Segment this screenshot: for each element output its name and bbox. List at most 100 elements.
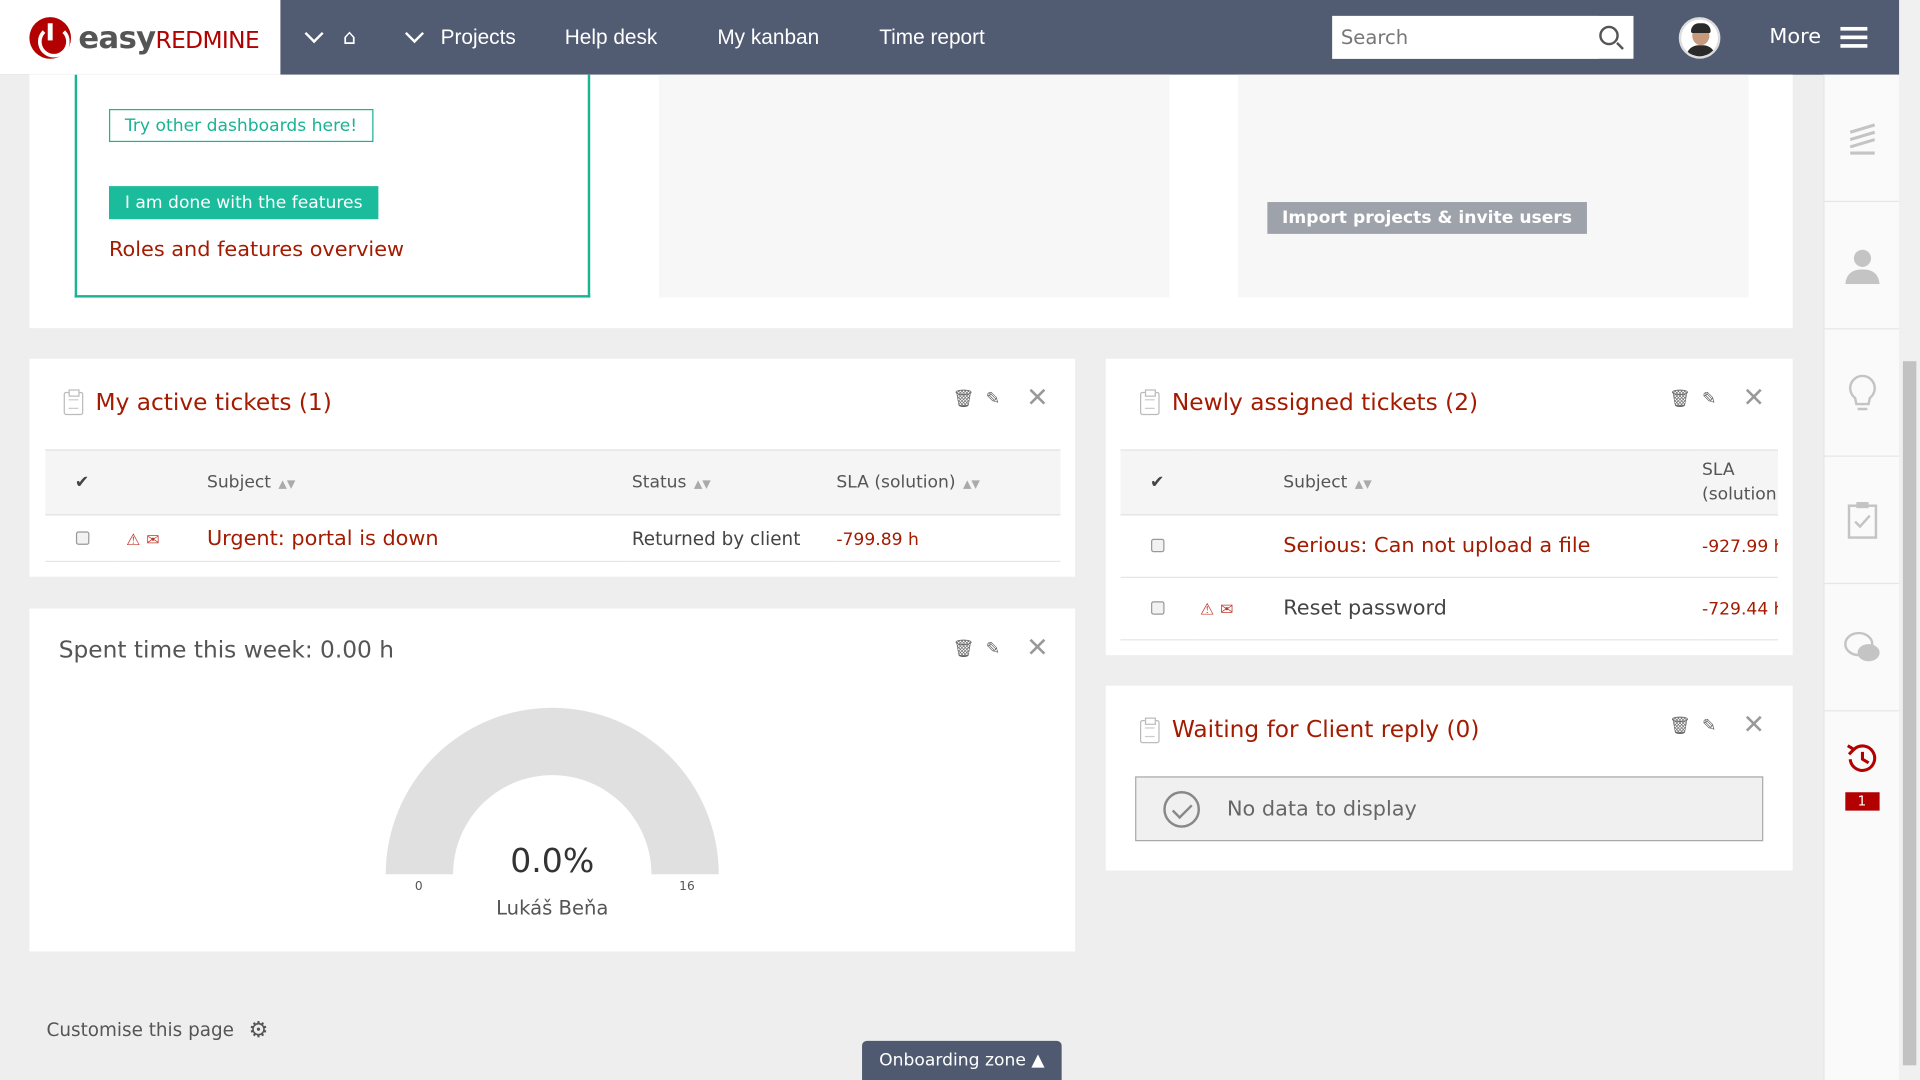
- lightbulb-icon: [1848, 374, 1876, 410]
- rail-item-tasks[interactable]: [1824, 457, 1900, 585]
- mail-icon: ✉: [1220, 601, 1234, 620]
- nav-projects[interactable]: Projects: [404, 24, 516, 49]
- gauge-min-label: 0: [415, 879, 423, 893]
- ticket-subject-link[interactable]: Serious: Can not upload a file: [1283, 533, 1591, 559]
- select-all-check[interactable]: ✔: [45, 449, 119, 516]
- waiting-client-reply-module: Waiting for Client reply (0) 🗑 ✎ ✕ No da…: [1105, 685, 1793, 871]
- chevron-down-icon: [404, 24, 424, 44]
- tickets-table-wrapper: ✔ Subject ▲▼ SLA (solution) Serious: Can …: [1120, 449, 1778, 641]
- nav-my-kanban[interactable]: My kanban: [717, 25, 819, 49]
- chat-bubbles-icon: [1843, 631, 1879, 661]
- clipboard-icon: [63, 389, 84, 416]
- newly-assigned-tickets-module: Newly assigned tickets (2) 🗑 ✎ ✕ ✔ Subje…: [1105, 358, 1793, 656]
- scrollbar-thumb[interactable]: [1902, 361, 1917, 1066]
- mail-icon: ✉: [146, 530, 160, 550]
- select-all-check[interactable]: ✔: [1120, 449, 1194, 516]
- nav-controls: ⌂: [304, 24, 357, 50]
- done-features-button[interactable]: I am done with the features: [108, 186, 379, 220]
- warning-icon: ⚠: [126, 530, 141, 550]
- pencil-icon[interactable]: ✎: [1702, 716, 1717, 736]
- try-dashboards-button[interactable]: Try other dashboards here!: [108, 108, 374, 143]
- pencil-icon[interactable]: ✎: [985, 639, 1001, 659]
- table-header-row: ✔ Subject ▲▼ SLA (solution): [1120, 449, 1778, 516]
- trash-icon[interactable]: 🗑: [952, 389, 975, 409]
- table-row: Serious: Can not upload a file -927.99 h: [1120, 514, 1778, 578]
- onboarding-box: Try other dashboards here! I am done wit…: [74, 74, 591, 298]
- column-sla[interactable]: SLA (solution) ▲▼: [836, 449, 1061, 516]
- ticket-sla: -729.44 h: [1702, 600, 1778, 620]
- sort-icon: ▲▼: [962, 478, 980, 492]
- gauge-user-name: Lukáš Beňa: [496, 896, 609, 920]
- more-menu[interactable]: More: [1769, 24, 1868, 49]
- rail-item-ideas[interactable]: [1824, 329, 1900, 457]
- right-sidebar-rail: 1: [1823, 74, 1900, 1080]
- table-header-row: ✔ Subject ▲▼ Status ▲▼ SLA (solution) ▲▼: [45, 449, 1061, 516]
- column-status[interactable]: Status ▲▼: [631, 449, 837, 516]
- check-circle-icon: [1163, 790, 1201, 828]
- close-icon[interactable]: ✕: [1026, 383, 1049, 414]
- more-label: More: [1769, 24, 1822, 49]
- row-checkbox[interactable]: [75, 530, 89, 545]
- ticket-subject-link[interactable]: Urgent: portal is down: [206, 525, 439, 551]
- rail-item-activity[interactable]: [1824, 75, 1900, 203]
- onboarding-zone-toggle[interactable]: Onboarding zone ▲: [862, 1040, 1062, 1080]
- onboarding-card-right: Import projects & invite users: [1237, 74, 1749, 298]
- spent-time-gauge: 0.0% 0 16: [385, 707, 719, 893]
- trash-icon[interactable]: 🗑: [1668, 716, 1691, 736]
- roles-features-link[interactable]: Roles and features overview: [108, 237, 405, 263]
- row-checkbox[interactable]: [1150, 538, 1164, 553]
- close-icon[interactable]: ✕: [1026, 633, 1049, 664]
- import-projects-button[interactable]: Import projects & invite users: [1267, 202, 1587, 234]
- nav-time-report[interactable]: Time report: [879, 25, 985, 49]
- sort-icon: ▲▼: [693, 478, 711, 492]
- search-input[interactable]: [1332, 15, 1600, 59]
- row-checkbox[interactable]: [1150, 601, 1164, 615]
- rail-item-chat[interactable]: [1824, 584, 1900, 712]
- page-scrollbar[interactable]: [1899, 0, 1920, 1080]
- pencil-icon[interactable]: ✎: [985, 389, 1001, 409]
- home-icon[interactable]: ⌂: [342, 25, 357, 50]
- gear-icon[interactable]: ⚙: [248, 1017, 269, 1044]
- module-title[interactable]: Newly assigned tickets (2): [1171, 389, 1479, 417]
- my-active-tickets-module: My active tickets (1) 🗑 ✎ ✕ ✔ Subject ▲▼ …: [29, 358, 1076, 577]
- hamburger-menu-icon: [1840, 26, 1868, 48]
- customise-page-link[interactable]: Customise this page: [46, 1018, 234, 1041]
- no-data-text: No data to display: [1226, 796, 1417, 822]
- module-title[interactable]: Waiting for Client reply (0): [1171, 716, 1480, 744]
- logo-main-text: easy: [78, 19, 156, 56]
- search-box: [1332, 15, 1634, 59]
- logo[interactable]: easyREDMINE: [0, 0, 281, 75]
- module-title[interactable]: My active tickets (1): [95, 389, 332, 417]
- table-row: ⚠ ✉ Reset password -729.44 h: [1120, 577, 1778, 641]
- chevron-down-icon[interactable]: [304, 24, 324, 44]
- trash-icon[interactable]: 🗑: [952, 639, 975, 659]
- ticket-sla: -799.89 h: [836, 529, 919, 550]
- warning-icon: ⚠: [1200, 601, 1215, 620]
- ticket-subject-link[interactable]: Reset password: [1283, 596, 1447, 621]
- search-icon[interactable]: [1599, 25, 1619, 45]
- onboarding-card-middle: [658, 74, 1170, 298]
- gauge-value: 0.0%: [510, 841, 594, 880]
- close-icon[interactable]: ✕: [1742, 383, 1766, 414]
- column-subject[interactable]: Subject ▲▼: [206, 449, 632, 516]
- tickets-table: ✔ Subject ▲▼ Status ▲▼ SLA (solution) ▲▼ ⚠ …: [45, 449, 1061, 563]
- onboarding-panel: Try other dashboards here! I am done wit…: [29, 74, 1793, 329]
- nav-help-desk[interactable]: Help desk: [565, 25, 658, 49]
- tickets-table: ✔ Subject ▲▼ SLA (solution) Serious: Can …: [1120, 449, 1778, 641]
- rail-item-recent[interactable]: 1: [1825, 711, 1900, 838]
- top-navigation-bar: easyREDMINE ⌂ Projects Help desk My kanb…: [0, 0, 1900, 75]
- column-subject[interactable]: Subject ▲▼: [1283, 449, 1703, 516]
- close-icon[interactable]: ✕: [1742, 710, 1766, 741]
- trash-icon[interactable]: 🗑: [1668, 389, 1691, 409]
- stack-icon: [1849, 122, 1875, 154]
- pencil-icon[interactable]: ✎: [1702, 389, 1717, 409]
- avatar[interactable]: [1678, 17, 1721, 59]
- rail-item-users[interactable]: [1824, 202, 1900, 330]
- nav-my-kanban-label: My kanban: [717, 25, 820, 49]
- recent-count-badge: 1: [1844, 791, 1879, 811]
- column-sla[interactable]: SLA (solution): [1702, 449, 1778, 516]
- history-clock-icon: [1846, 743, 1876, 772]
- ticket-status: Returned by client: [631, 527, 801, 550]
- module-title: Spent time this week: 0.00 h: [58, 636, 395, 664]
